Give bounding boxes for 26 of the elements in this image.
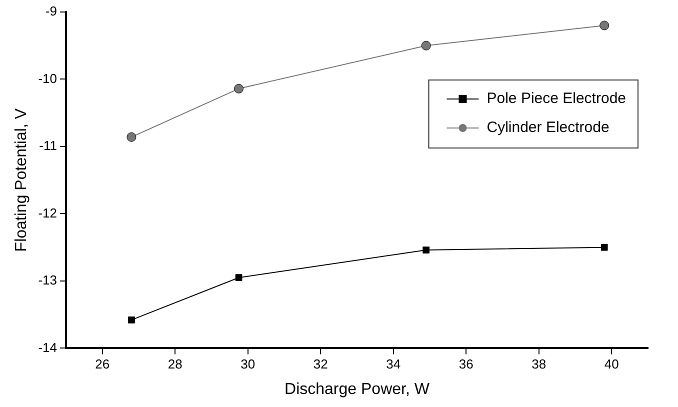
point xyxy=(600,20,610,30)
y-axis-title: Floating Potential, V xyxy=(13,108,30,252)
x-tick-label: 38 xyxy=(532,356,546,372)
x-tick-label: 36 xyxy=(458,356,474,372)
x-tick-label: 30 xyxy=(240,356,256,372)
legend-label: Cylinder Electrode xyxy=(486,119,610,136)
point xyxy=(600,244,608,251)
x-tick-label: 26 xyxy=(95,356,110,372)
x-axis-title: Discharge Power, W xyxy=(284,380,430,398)
point xyxy=(235,274,242,282)
point xyxy=(234,84,244,94)
y-tick-label: -10 xyxy=(38,70,57,86)
point xyxy=(422,246,430,254)
legend-label: Pole Piece Electrode xyxy=(486,90,626,108)
y-tick-label: -13 xyxy=(38,272,57,288)
x-tick-label: 40 xyxy=(604,356,619,372)
point xyxy=(128,316,135,324)
x-tick-label: 28 xyxy=(168,356,182,372)
y-tick-label: -9 xyxy=(45,4,57,19)
y-tick-label: -12 xyxy=(38,205,57,220)
x-tick-label: 34 xyxy=(386,356,401,372)
y-tick-label: -11 xyxy=(39,138,57,154)
x-tick-label: 32 xyxy=(313,356,328,372)
y-tick-label: -14 xyxy=(38,340,57,355)
point xyxy=(126,132,136,142)
point xyxy=(421,40,431,50)
